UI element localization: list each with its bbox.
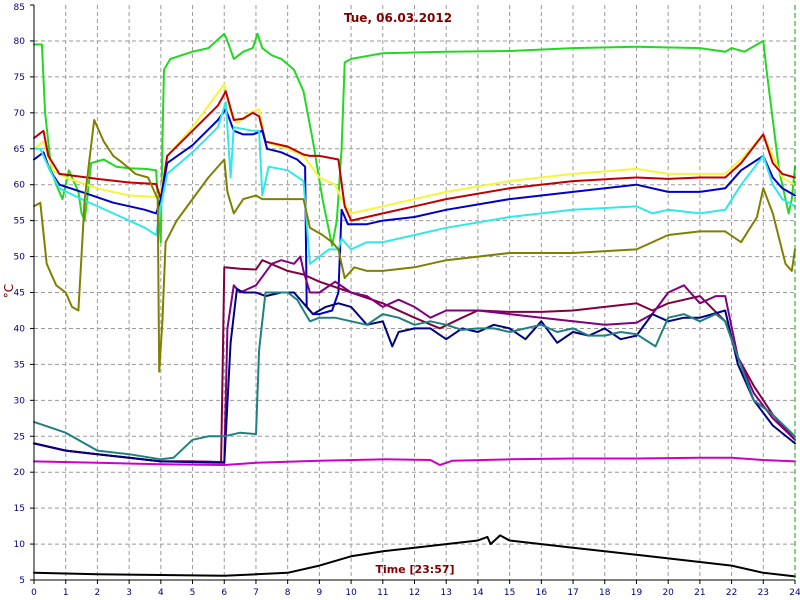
x-tick-label-9: 9 [317, 588, 323, 598]
x-tick-label-6: 6 [221, 588, 227, 598]
x-tick-label-12: 12 [409, 588, 420, 598]
x-tick-label-5: 5 [190, 588, 196, 598]
y-tick-label-7: 40 [14, 324, 26, 334]
y-tick-label-11: 60 [14, 181, 26, 191]
series-line-12 [33, 291, 796, 461]
y-tick-label-15: 80 [14, 37, 26, 47]
series-line-6 [33, 119, 796, 373]
x-tick-label-4: 4 [158, 588, 164, 598]
y-tick-label-10: 55 [14, 217, 25, 227]
x-tick-label-0: 0 [31, 588, 37, 598]
axes: 0 1 2 3 4 5 6 7 8 9 10 11 12 13 14 15 16 17 18 19 20 21 22 23 24… [14, 3, 800, 598]
y-tick-label-16: 85 [14, 3, 25, 13]
x-tick-label-24: 24 [789, 588, 800, 598]
y-tick-label-9: 50 [14, 253, 26, 263]
x-tick-label-8: 8 [285, 588, 291, 598]
x-tick-label-20: 20 [662, 588, 674, 598]
series-line-3 [33, 90, 796, 222]
x-tick-label-23: 23 [758, 588, 769, 598]
y-tick-label-3: 20 [14, 468, 26, 478]
series-line-10 [33, 255, 796, 464]
y-tick-label-0: 5 [19, 576, 25, 586]
x-tick-label-10: 10 [345, 588, 357, 598]
y-tick-label-1: 10 [14, 540, 26, 550]
series-group [33, 32, 796, 578]
y-tick-label-2: 15 [14, 504, 25, 514]
series-line-8 [33, 534, 796, 578]
x-tick-label-16: 16 [536, 588, 548, 598]
series-line-11 [33, 287, 796, 464]
y-tick-label-14: 75 [14, 73, 25, 83]
series-line-7 [33, 456, 796, 466]
x-tick-label-17: 17 [567, 588, 578, 598]
series-line-2 [33, 83, 796, 215]
x-tick-label-7: 7 [253, 588, 259, 598]
x-tick-label-13: 13 [440, 588, 451, 598]
x-tick-label-19: 19 [631, 588, 643, 598]
y-tick-label-4: 25 [14, 432, 25, 442]
x-axis-label: Time [23:57] [375, 563, 454, 576]
x-tick-label-2: 2 [95, 588, 101, 598]
x-tick-label-21: 21 [694, 588, 705, 598]
x-tick-label-22: 22 [726, 588, 737, 598]
y-tick-label-12: 65 [14, 145, 25, 155]
series-line-5 [33, 101, 796, 265]
chart-title: Tue, 06.03.2012 [344, 11, 452, 25]
x-tick-label-14: 14 [472, 588, 484, 598]
y-tick-label-13: 70 [14, 109, 26, 119]
x-tick-label-3: 3 [126, 588, 132, 598]
labels: Tue, 06.03.2012 Time [23:57] °C [2, 11, 455, 576]
x-tick-label-11: 11 [377, 588, 388, 598]
y-axis-label: °C [2, 284, 16, 298]
y-tick-label-6: 35 [14, 360, 25, 370]
x-tick-label-1: 1 [63, 588, 69, 598]
x-tick-label-15: 15 [504, 588, 515, 598]
y-tick-label-8: 45 [14, 289, 25, 299]
y-tick-label-5: 30 [14, 396, 26, 406]
x-tick-label-18: 18 [599, 588, 611, 598]
